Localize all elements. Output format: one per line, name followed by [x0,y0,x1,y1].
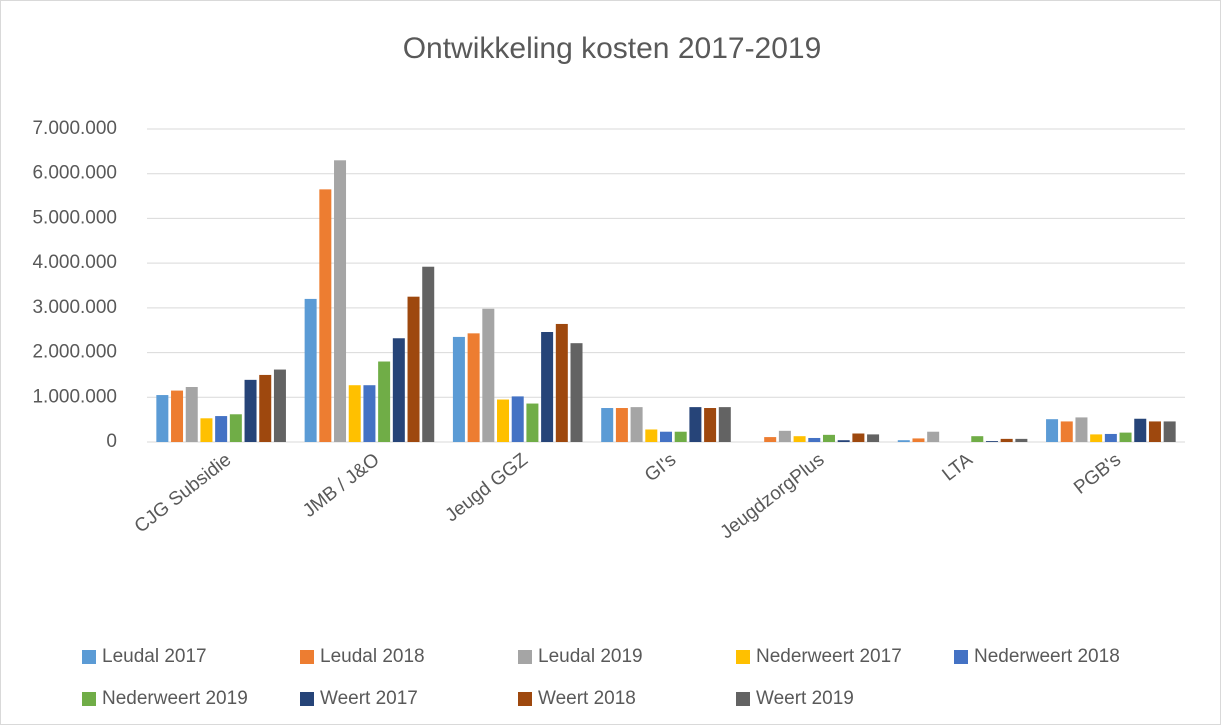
bar [467,333,480,442]
bar [971,436,984,442]
y-tick-label: 4.000.000 [32,252,117,273]
bar [852,433,865,442]
bar [156,395,169,442]
bar [867,434,880,442]
legend-label: Leudal 2017 [102,646,207,667]
bar [363,385,376,442]
bar [718,407,731,442]
y-tick-label: 0 [106,431,117,452]
bar [348,385,361,442]
bar [185,387,198,442]
bar [497,399,510,442]
bar [215,416,228,442]
bar [615,408,628,442]
legend-swatch [300,692,314,706]
y-tick-label: 5.000.000 [32,207,117,228]
legend-label: Weert 2017 [320,688,418,709]
bar [837,440,850,442]
bar [526,403,539,442]
bar [897,440,910,442]
legend-label: Nederweert 2019 [102,688,248,709]
bar [392,338,405,442]
bar [541,332,554,442]
bar [1000,438,1013,442]
y-tick-label: 2.000.000 [32,342,117,363]
bar [601,408,614,442]
legend-swatch [518,692,532,706]
bar [378,361,391,442]
y-tick-label: 7.000.000 [32,118,117,139]
bar [244,379,257,442]
bar [764,437,777,442]
bar [1119,432,1132,442]
bar [674,431,687,442]
y-tick-label: 1.000.000 [32,386,117,407]
bar [704,408,717,442]
legend-label: Nederweert 2018 [974,646,1120,667]
bar [259,374,272,442]
bar [334,160,347,443]
bar [927,431,940,442]
legend-swatch [736,692,750,706]
bar [822,434,835,442]
legend-swatch [736,650,750,664]
bar [1046,419,1059,442]
bar [1015,438,1028,442]
bar [1163,421,1176,442]
bar [229,414,242,442]
bar [171,390,184,442]
legend-label: Leudal 2019 [538,646,643,667]
chart-title: Ontwikkeling kosten 2017-2019 [403,32,822,65]
bar [273,369,286,442]
legend-label: Weert 2019 [756,688,854,709]
bar [660,431,672,442]
bar [570,343,583,442]
bar [1075,417,1088,442]
legend-swatch [954,650,968,664]
bar [555,323,568,442]
bar [689,407,702,442]
legend-swatch [82,650,96,664]
bar [808,437,821,442]
bar [1090,434,1103,442]
bar [482,308,495,442]
bar [200,418,213,442]
bar [1148,421,1161,442]
bar [452,336,465,442]
legend-label: Nederweert 2017 [756,646,902,667]
bar [985,441,998,442]
bar [1104,433,1117,442]
bar [778,430,791,442]
bar [319,189,332,442]
y-tick-label: 6.000.000 [32,163,117,184]
bar [793,436,806,442]
bar [645,429,658,442]
legend-label: Weert 2018 [538,688,636,709]
bar [1060,421,1073,442]
legend-swatch [518,650,532,664]
legend-swatch [300,650,314,664]
bar [304,298,317,442]
bar [407,296,420,442]
bar [422,266,435,442]
bar [912,438,925,442]
legend-swatch [82,692,96,706]
y-tick-label: 3.000.000 [32,297,117,318]
bar [511,396,524,442]
bar [630,407,643,442]
bar [1134,418,1147,442]
legend-label: Leudal 2018 [320,646,425,667]
